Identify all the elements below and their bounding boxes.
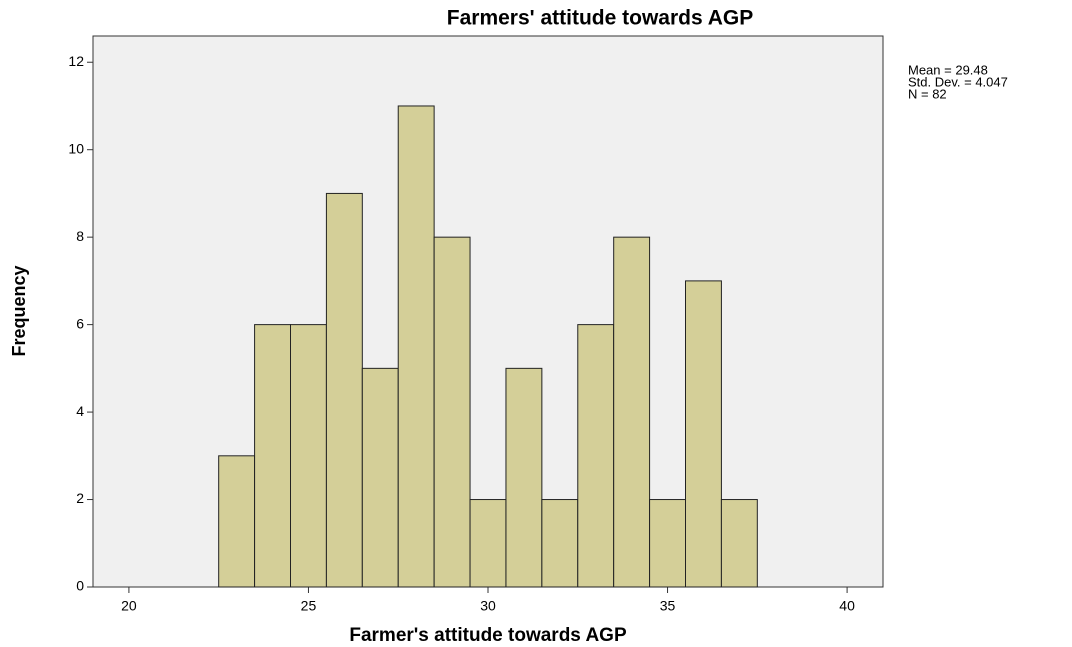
y-tick-label: 12 bbox=[68, 53, 84, 69]
x-tick-label: 35 bbox=[660, 598, 676, 614]
y-tick-label: 8 bbox=[76, 228, 84, 244]
bar bbox=[613, 236, 651, 588]
bar bbox=[254, 324, 292, 588]
bar bbox=[720, 499, 758, 588]
bar bbox=[361, 367, 399, 588]
stat-label: N = 82 bbox=[908, 86, 947, 101]
x-tick-label: 25 bbox=[301, 598, 317, 614]
y-tick-label: 6 bbox=[76, 315, 84, 331]
bar bbox=[290, 324, 327, 588]
chart-title: Farmers' attitude towards AGP bbox=[447, 7, 753, 30]
bar bbox=[541, 499, 579, 588]
x-axis-label: Farmer's attitude towards AGP bbox=[349, 625, 627, 646]
x-tick-label: 20 bbox=[121, 598, 137, 614]
bar bbox=[685, 280, 722, 588]
bar bbox=[218, 455, 256, 588]
stat-label: Mean = 29.48 bbox=[908, 62, 988, 77]
x-tick-label: 30 bbox=[480, 598, 496, 614]
bar bbox=[469, 499, 507, 588]
y-tick-label: 4 bbox=[76, 403, 84, 419]
y-tick-label: 10 bbox=[68, 140, 84, 156]
y-axis-label: Frequency bbox=[9, 265, 29, 356]
bar bbox=[505, 367, 543, 588]
bar bbox=[433, 236, 471, 588]
bar bbox=[397, 105, 435, 588]
y-tick-label: 0 bbox=[76, 578, 84, 594]
x-tick-label: 40 bbox=[839, 598, 855, 614]
bar bbox=[577, 324, 615, 588]
y-tick-label: 2 bbox=[76, 490, 84, 506]
stat-label: Std. Dev. = 4.047 bbox=[908, 74, 1008, 89]
bar bbox=[325, 192, 363, 588]
bar bbox=[649, 499, 686, 588]
